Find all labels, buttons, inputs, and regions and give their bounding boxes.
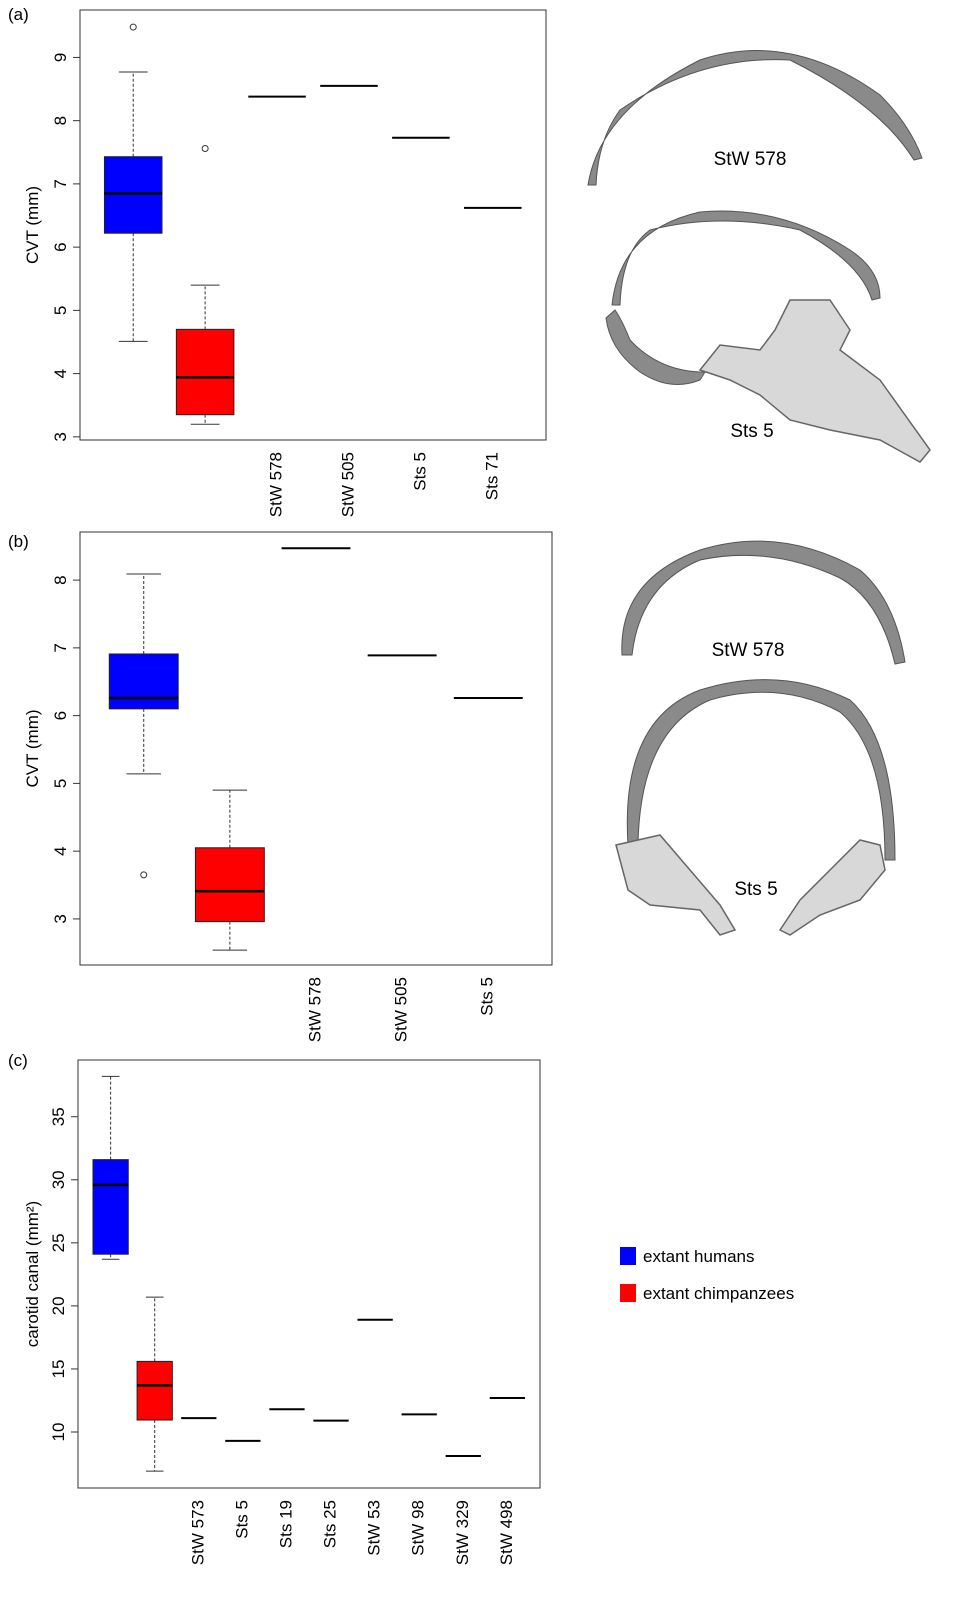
plot-frame	[79, 9, 547, 441]
legend-label: extant humans	[643, 1247, 755, 1266]
panel-label: (a)	[8, 5, 29, 24]
x-tick-label: StW 505	[338, 452, 357, 517]
y-tick-label: 4	[51, 369, 70, 378]
y-tick-label: 7	[51, 643, 70, 652]
scan-image: StW 578	[587, 50, 923, 186]
panel-label: (b)	[8, 532, 29, 551]
y-tick-label: 4	[51, 846, 70, 855]
outlier	[140, 871, 148, 879]
y-tick-label: 9	[51, 53, 70, 62]
x-tick-label: StW 578	[267, 452, 286, 517]
box	[194, 847, 265, 923]
y-tick-label: 10	[49, 1423, 68, 1442]
box	[103, 156, 163, 234]
y-tick-label: 35	[49, 1107, 68, 1126]
y-tick-label: 20	[49, 1296, 68, 1315]
y-axis-label: CVT (mm)	[23, 709, 42, 787]
y-tick-label: 15	[49, 1359, 68, 1378]
x-tick-label: Sts 71	[482, 452, 501, 500]
y-tick-label: 25	[49, 1233, 68, 1252]
legend-label: extant chimpanzees	[643, 1284, 794, 1303]
y-axis-label: CVT (mm)	[23, 186, 42, 264]
x-tick-label: StW 329	[453, 1500, 472, 1565]
y-tick-label: 8	[51, 575, 70, 584]
legend-swatch	[620, 1247, 636, 1265]
box	[175, 328, 235, 416]
x-tick-label: StW 498	[497, 1500, 516, 1565]
x-tick-label: Sts 5	[410, 452, 429, 491]
y-tick-label: 30	[49, 1170, 68, 1189]
scan-image: StW 578	[621, 540, 906, 665]
y-tick-label: 5	[51, 779, 70, 788]
y-tick-label: 5	[51, 306, 70, 315]
x-tick-label: Sts 19	[276, 1500, 295, 1548]
outlier	[129, 23, 137, 31]
plot-frame	[79, 531, 553, 966]
x-tick-label: Sts 25	[321, 1500, 340, 1548]
box	[108, 653, 179, 710]
scan-label: Sts 5	[730, 421, 773, 442]
box	[92, 1159, 129, 1255]
y-tick-label: 6	[51, 711, 70, 720]
scan-image: Sts 5	[615, 679, 896, 936]
x-tick-label: StW 573	[188, 1500, 207, 1565]
x-tick-label: Sts 5	[478, 977, 497, 1016]
plot-frame	[77, 1059, 541, 1489]
y-tick-label: 3	[51, 432, 70, 441]
x-tick-label: StW 578	[305, 977, 324, 1042]
legend-swatch	[620, 1284, 636, 1302]
x-tick-label: Sts 5	[232, 1500, 251, 1539]
y-tick-label: 8	[51, 116, 70, 125]
scan-image: Sts 5	[605, 210, 931, 463]
panel-label: (c)	[8, 1051, 28, 1070]
y-tick-label: 7	[51, 179, 70, 188]
scan-label: StW 578	[712, 640, 785, 661]
x-tick-label: StW 505	[392, 977, 411, 1042]
y-axis-label: carotid canal (mm²)	[23, 1201, 42, 1347]
y-tick-label: 6	[51, 242, 70, 251]
scan-label: StW 578	[714, 149, 787, 170]
x-tick-label: StW 53	[365, 1500, 384, 1556]
scan-label: Sts 5	[734, 879, 777, 900]
y-tick-label: 3	[51, 914, 70, 923]
box	[136, 1360, 173, 1421]
outlier	[201, 144, 209, 152]
x-tick-label: StW 98	[409, 1500, 428, 1556]
